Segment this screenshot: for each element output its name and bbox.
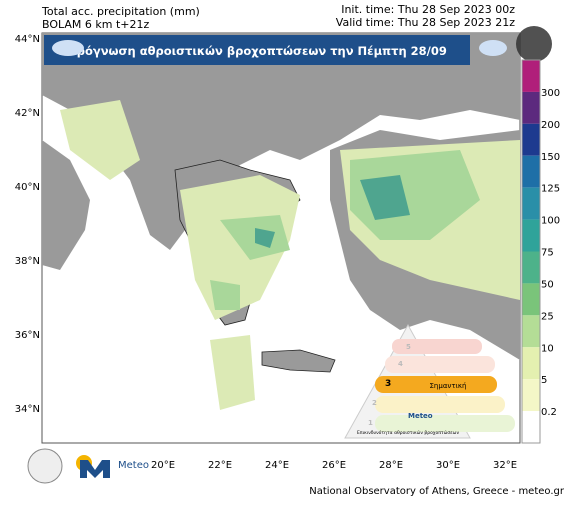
- legend-bar: [392, 339, 482, 354]
- lat-label: 36°N: [15, 330, 40, 341]
- legend-brand: Meteo: [408, 412, 433, 420]
- header-text: Init. time: Thu 28 Sep 2023 00z: [341, 3, 515, 16]
- colorbar-segment: [522, 123, 540, 156]
- colorbar-segment: [522, 251, 540, 284]
- meteo-logo: [80, 460, 110, 478]
- legend-bar: [375, 376, 497, 393]
- colorbar-segment: [522, 60, 540, 92]
- banner-title: Πρόγνωση αθροιστικών βροχοπτώσεων την Πέ…: [67, 44, 447, 58]
- lon-label: 28°E: [379, 460, 403, 471]
- colorbar-segment: [522, 315, 540, 348]
- map: Πρόγνωση αθροιστικών βροχοπτώσεων την Πέ…: [41, 26, 552, 444]
- lon-label: 20°E: [151, 460, 175, 471]
- lat-label: 38°N: [15, 256, 40, 267]
- lat-label: 34°N: [15, 404, 40, 415]
- legend-bar: [375, 415, 515, 432]
- colorbar-segment: [522, 155, 540, 188]
- colorbar-label: 75: [541, 248, 554, 259]
- header-text: Valid time: Thu 28 Sep 2023 21z: [336, 16, 515, 29]
- noa-logo: [27, 448, 63, 484]
- land: [261, 349, 336, 373]
- colorbar-label: 5: [541, 375, 547, 386]
- colorbar-segment: [522, 411, 540, 443]
- footer-credit: National Observatory of Athens, Greece -…: [309, 486, 565, 497]
- colorbar-segment: [522, 219, 540, 252]
- lat-label: 44°N: [15, 34, 40, 45]
- precip-heavy: [255, 175, 410, 248]
- colorbar-label: 50: [541, 279, 554, 290]
- lon-label: 32°E: [493, 460, 517, 471]
- colorbar-label: 10: [541, 343, 554, 354]
- colorbar-label: 125: [541, 184, 560, 195]
- legend-level: 2: [372, 399, 377, 407]
- cloud-icon: [52, 40, 84, 56]
- colorbar: 300 200 150 125 100 75 50 25 10 5 0.2: [521, 59, 560, 444]
- land: [42, 33, 520, 250]
- header-text: Total acc. precipitation (mm): [41, 5, 200, 18]
- colorbar-label: 25: [541, 311, 554, 322]
- legend-level: 1: [368, 419, 373, 427]
- risk-legend: Σημαντική Meteo Επικινδυνότητα αθροιστικ…: [344, 323, 515, 439]
- legend-level: 3: [385, 379, 391, 389]
- lon-label: 24°E: [265, 460, 289, 471]
- legend-bar: [375, 396, 505, 413]
- cloud-icon: [479, 40, 507, 56]
- colorbar-segment: [522, 379, 540, 412]
- colorbar-segment: [522, 283, 540, 316]
- header-text: BOLAM 6 km t+21z: [42, 18, 150, 31]
- land: [42, 140, 90, 270]
- legend-level: 4: [398, 360, 403, 368]
- lon-label: 30°E: [436, 460, 460, 471]
- colorbar-label: 150: [541, 152, 560, 163]
- colorbar-label: 100: [541, 216, 560, 227]
- colorbar-label: 300: [541, 88, 560, 99]
- legend-caption: Επικινδυνότητα αθροιστικών βροχοπτώσεων: [357, 429, 459, 436]
- expand-button[interactable]: [516, 26, 552, 62]
- lon-label: 26°E: [322, 460, 346, 471]
- legend-highlight: Σημαντική: [430, 382, 467, 390]
- colorbar-frame: [521, 59, 541, 444]
- lat-label: 42°N: [15, 108, 40, 119]
- colorbar-segment: [522, 347, 540, 380]
- lat-label: 40°N: [15, 182, 40, 193]
- colorbar-segment: [522, 91, 540, 124]
- colorbar-label: 0.2: [541, 407, 557, 418]
- colorbar-segment: [522, 187, 540, 220]
- colorbar-label: 200: [541, 120, 560, 131]
- legend-bar: [385, 356, 495, 373]
- lon-label: 22°E: [208, 460, 232, 471]
- footer-brand: Meteo: [118, 460, 149, 471]
- banner: [44, 35, 470, 65]
- legend-level: 5: [406, 343, 411, 351]
